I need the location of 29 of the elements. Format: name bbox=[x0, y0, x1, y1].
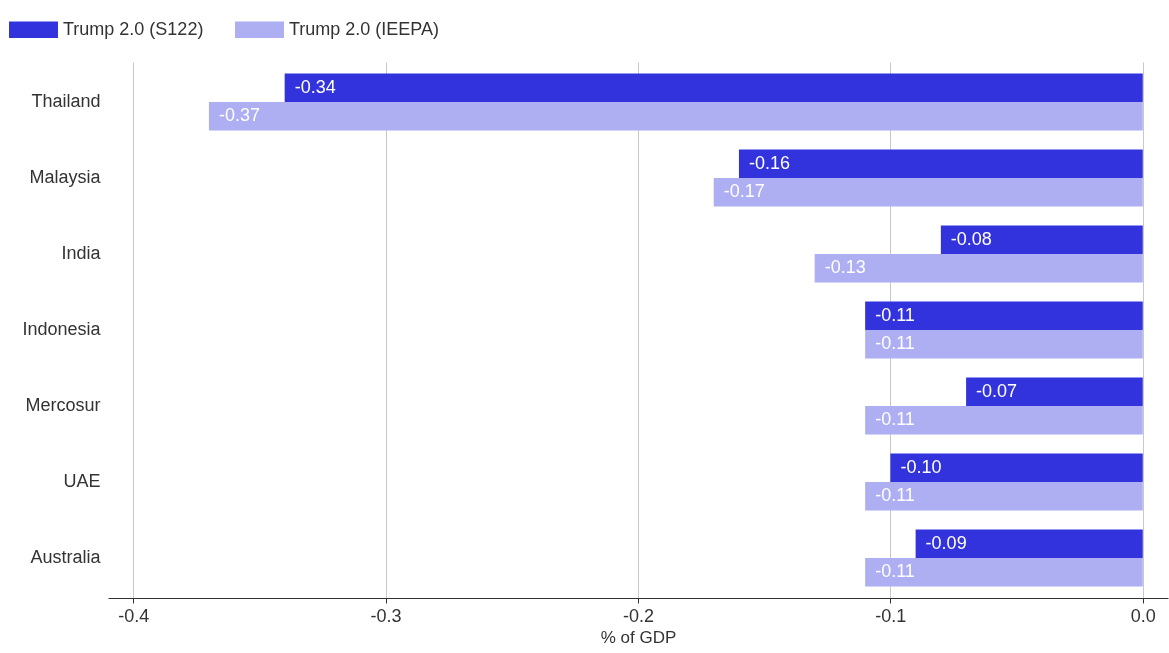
data-label: -0.11 bbox=[875, 304, 915, 325]
y-tick-label: Malaysia bbox=[29, 166, 102, 187]
data-label: -0.17 bbox=[723, 181, 765, 202]
data-label: -0.07 bbox=[976, 380, 1018, 401]
data-label: -0.34 bbox=[294, 76, 336, 97]
data-label: -0.10 bbox=[900, 456, 942, 477]
legend-label: Trump 2.0 (IEEPA) bbox=[289, 18, 440, 39]
data-label: -0.13 bbox=[824, 257, 866, 278]
data-label: -0.11 bbox=[875, 409, 915, 430]
x-tick-label: -0.4 bbox=[118, 605, 150, 626]
x-tick-label: 0.0 bbox=[1130, 605, 1156, 626]
data-label: -0.16 bbox=[748, 152, 790, 173]
x-tick-label: -0.3 bbox=[370, 605, 402, 626]
data-label: -0.37 bbox=[218, 105, 260, 126]
data-label: -0.11 bbox=[875, 333, 915, 354]
data-label: -0.08 bbox=[950, 228, 992, 249]
data-label: -0.11 bbox=[875, 561, 915, 582]
x-tick-label: -0.1 bbox=[875, 605, 907, 626]
data-label: -0.11 bbox=[875, 485, 915, 506]
y-tick-label: UAE bbox=[63, 471, 101, 492]
y-tick-label: India bbox=[61, 242, 102, 263]
y-tick-label: Mercosur bbox=[25, 395, 101, 416]
y-tick-label: Australia bbox=[30, 547, 102, 568]
y-tick-label: Thailand bbox=[31, 90, 101, 111]
legend-label: Trump 2.0 (S122) bbox=[63, 18, 204, 39]
x-axis-title: % of GDP bbox=[600, 627, 677, 647]
x-tick-label: -0.2 bbox=[622, 605, 655, 626]
data-label: -0.09 bbox=[925, 532, 967, 553]
y-tick-label: Indonesia bbox=[22, 319, 102, 339]
